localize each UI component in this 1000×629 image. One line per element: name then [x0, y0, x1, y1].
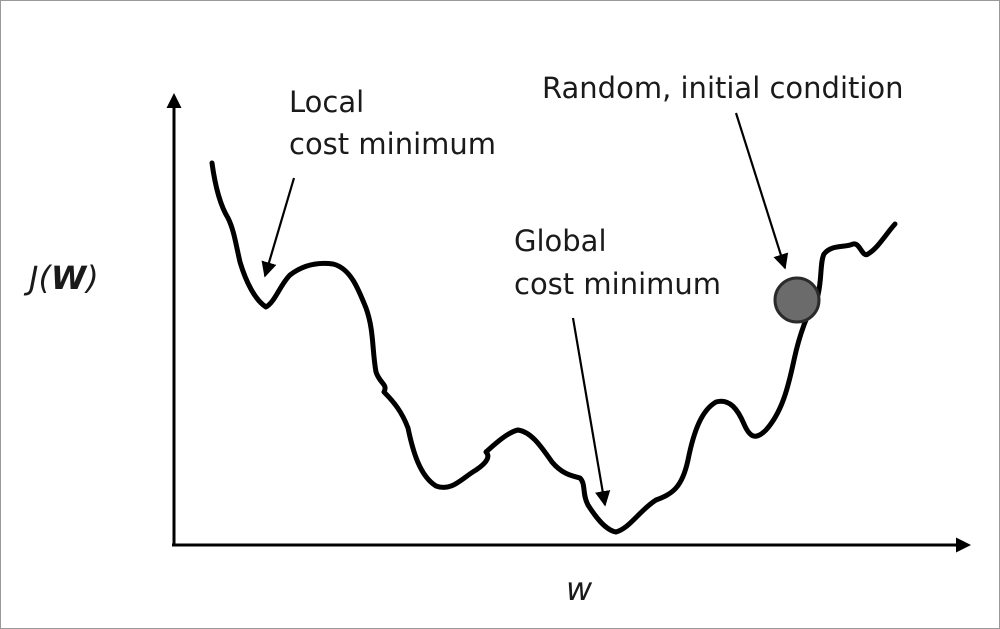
initial-condition-arrow [734, 112, 789, 270]
global-min-label-line2: cost minimum [514, 267, 721, 301]
x-axis-label: w [566, 570, 593, 608]
y-axis-label-prefix: J( [23, 259, 52, 297]
local-min-arrow [261, 177, 296, 278]
initial-condition-label: Random, initial condition [542, 71, 904, 105]
global-min-label-line1: Global [514, 224, 607, 258]
local-min-label-line1: Local [289, 85, 364, 119]
local-min-label-line2: cost minimum [289, 127, 496, 161]
cost-curve [209, 160, 898, 535]
y-axis-label-suffix: ) [84, 259, 98, 297]
global-min-arrow [571, 317, 611, 507]
y-axis-label: J(W) [23, 259, 99, 297]
initial-condition-ball [773, 276, 821, 324]
y-axis-label-variable: W [51, 259, 88, 297]
